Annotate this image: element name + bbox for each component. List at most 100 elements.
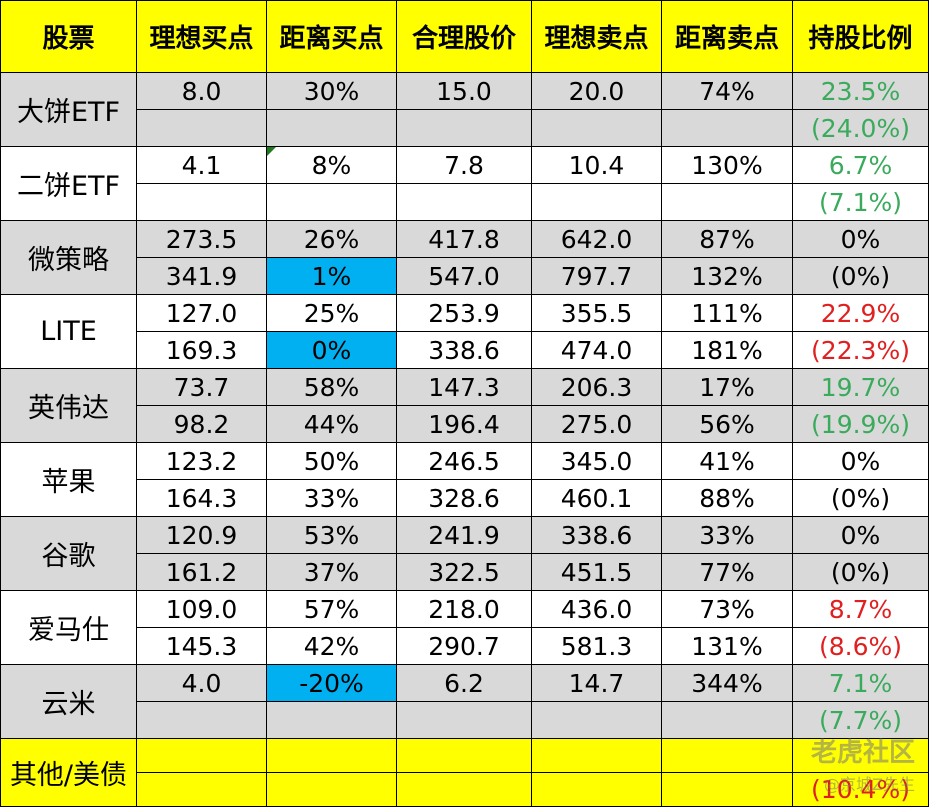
value-cell: 451.5	[532, 554, 662, 591]
value-cell: 4.1	[137, 147, 267, 184]
value-cell: 87%	[662, 221, 793, 258]
value-cell: 246.5	[397, 443, 532, 480]
value-cell: 345.0	[532, 443, 662, 480]
value-cell: 109.0	[137, 591, 267, 628]
value-cell: 17%	[662, 369, 793, 406]
share-cell: (19.9%)	[793, 406, 929, 443]
value-cell	[662, 739, 793, 773]
stock-name: 二饼ETF	[0, 147, 137, 221]
value-cell	[532, 110, 662, 147]
value-cell: -20%	[267, 665, 397, 702]
value-cell: 33%	[267, 480, 397, 517]
value-cell: 6.2	[397, 665, 532, 702]
value-cell: 73.7	[137, 369, 267, 406]
value-cell: 275.0	[532, 406, 662, 443]
value-cell	[397, 739, 532, 773]
share-cell: 7.1%	[793, 665, 929, 702]
value-cell	[397, 773, 532, 807]
value-cell	[267, 184, 397, 221]
value-cell: 344%	[662, 665, 793, 702]
share-cell: (0%)	[793, 554, 929, 591]
stock-name: 英伟达	[0, 369, 137, 443]
value-cell: 0%	[267, 332, 397, 369]
value-cell: 77%	[662, 554, 793, 591]
value-cell	[662, 184, 793, 221]
share-cell: 6.7%	[793, 147, 929, 184]
stock-name: 微策略	[0, 221, 137, 295]
value-cell: 181%	[662, 332, 793, 369]
value-cell: 20.0	[532, 73, 662, 110]
value-cell	[267, 739, 397, 773]
value-cell	[137, 739, 267, 773]
value-cell: 56%	[662, 406, 793, 443]
value-cell: 169.3	[137, 332, 267, 369]
value-cell: 341.9	[137, 258, 267, 295]
value-cell: 131%	[662, 628, 793, 665]
value-cell: 41%	[662, 443, 793, 480]
value-cell: 474.0	[532, 332, 662, 369]
value-cell: 145.3	[137, 628, 267, 665]
watermark-brand: 老虎社区	[810, 738, 915, 768]
value-cell: 206.3	[532, 369, 662, 406]
value-cell: 10.4	[532, 147, 662, 184]
value-cell	[137, 110, 267, 147]
share-cell: 23.5%	[793, 73, 929, 110]
share-cell: 19.7%	[793, 369, 929, 406]
value-cell	[532, 184, 662, 221]
value-cell: 111%	[662, 295, 793, 332]
value-cell	[397, 184, 532, 221]
value-cell: 547.0	[397, 258, 532, 295]
header-cell: 持股比例	[793, 0, 929, 73]
value-cell: 241.9	[397, 517, 532, 554]
share-cell: 0%	[793, 443, 929, 480]
value-cell: 253.9	[397, 295, 532, 332]
value-cell: 218.0	[397, 591, 532, 628]
value-cell: 417.8	[397, 221, 532, 258]
value-cell: 33%	[662, 517, 793, 554]
header-cell: 合理股价	[397, 0, 532, 73]
value-cell	[397, 702, 532, 739]
value-cell: 436.0	[532, 591, 662, 628]
share-cell: (7.1%)	[793, 184, 929, 221]
value-cell: 147.3	[397, 369, 532, 406]
value-cell: 4.0	[137, 665, 267, 702]
stock-name: 大饼ETF	[0, 73, 137, 147]
share-cell: (7.7%)	[793, 702, 929, 739]
value-cell: 74%	[662, 73, 793, 110]
share-cell	[793, 739, 929, 773]
stock-name: 其他/美债	[0, 739, 137, 807]
value-cell: 44%	[267, 406, 397, 443]
value-cell: 53%	[267, 517, 397, 554]
value-cell	[267, 110, 397, 147]
value-cell: 88%	[662, 480, 793, 517]
value-cell: 58%	[267, 369, 397, 406]
value-cell: 7.8	[397, 147, 532, 184]
value-cell: 196.4	[397, 406, 532, 443]
value-cell	[267, 773, 397, 807]
value-cell: 127.0	[137, 295, 267, 332]
value-cell: 120.9	[137, 517, 267, 554]
value-cell: 50%	[267, 443, 397, 480]
value-cell: 290.7	[397, 628, 532, 665]
value-cell: 797.7	[532, 258, 662, 295]
share-cell: 8.7%	[793, 591, 929, 628]
value-cell: 132%	[662, 258, 793, 295]
stock-name: 谷歌	[0, 517, 137, 591]
stock-name: 苹果	[0, 443, 137, 517]
header-cell: 股票	[0, 0, 137, 73]
value-cell	[137, 184, 267, 221]
value-cell: 14.7	[532, 665, 662, 702]
watermark-author: @京城Z先生	[824, 775, 915, 794]
stock-name: 云米	[0, 665, 137, 739]
value-cell: 161.2	[137, 554, 267, 591]
header-cell: 理想卖点	[532, 0, 662, 73]
value-cell: 1%	[267, 258, 397, 295]
value-cell	[532, 739, 662, 773]
value-cell: 164.3	[137, 480, 267, 517]
share-cell: (8.6%)	[793, 628, 929, 665]
value-cell: 25%	[267, 295, 397, 332]
share-cell: (0%)	[793, 258, 929, 295]
value-cell: 98.2	[137, 406, 267, 443]
share-cell: (24.0%)	[793, 110, 929, 147]
value-cell	[397, 110, 532, 147]
